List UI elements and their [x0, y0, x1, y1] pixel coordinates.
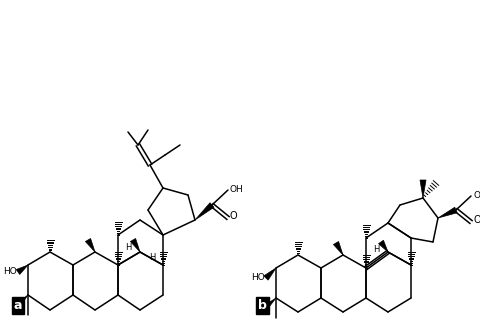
- Text: O: O: [230, 211, 238, 221]
- Text: H: H: [149, 254, 155, 263]
- Text: OH: OH: [230, 186, 244, 195]
- Polygon shape: [379, 240, 388, 252]
- Text: HO: HO: [251, 273, 265, 283]
- Polygon shape: [131, 239, 140, 252]
- Polygon shape: [420, 180, 426, 198]
- Text: b: b: [258, 299, 267, 312]
- Polygon shape: [438, 207, 457, 218]
- Text: H: H: [125, 243, 131, 253]
- Polygon shape: [13, 295, 28, 310]
- Text: OH: OH: [473, 191, 480, 201]
- Polygon shape: [195, 203, 214, 220]
- Polygon shape: [334, 241, 343, 255]
- Text: H: H: [373, 246, 379, 255]
- Text: O: O: [473, 215, 480, 225]
- Polygon shape: [85, 239, 95, 252]
- Polygon shape: [261, 298, 276, 312]
- Polygon shape: [264, 268, 276, 280]
- Text: a: a: [14, 299, 23, 312]
- Text: HO: HO: [3, 268, 17, 277]
- Polygon shape: [16, 265, 28, 274]
